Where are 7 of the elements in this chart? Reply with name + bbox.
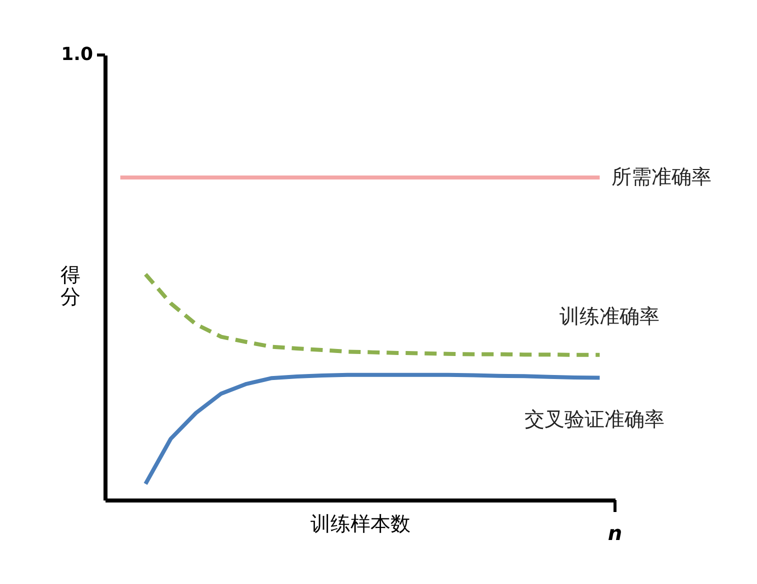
y-axis-title: 得分 [60,262,80,308]
x-axis-title: 训练样本数 [310,512,410,536]
series-label: 所需准确率 [612,164,712,189]
series-label: 训练准确率 [560,304,660,328]
text: n [608,521,622,545]
text: 1.0 [61,44,93,65]
series-label: 交叉验证准确率 [524,406,665,431]
